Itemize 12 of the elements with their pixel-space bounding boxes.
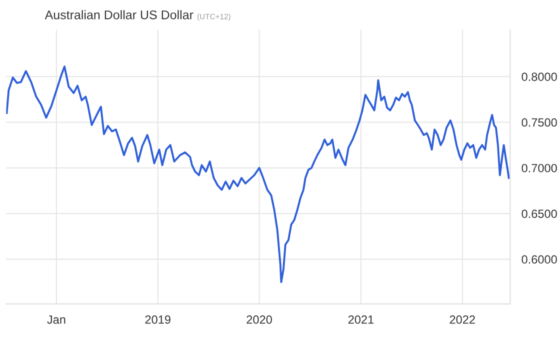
y-tick-label: 0.8000 [522,72,557,81]
y-tick-label: 0.7000 [522,164,557,172]
x-tick-label: 2019 [145,315,170,324]
y-tick-label: 0.6500 [522,210,557,218]
x-tick-label: 2020 [246,315,272,324]
x-tick-label: 2021 [348,315,374,324]
y-tick-label: 0.7500 [522,118,557,127]
x-tick-label: 2022 [450,315,475,324]
line-series [6,66,510,284]
y-tick-label: 0.6000 [522,255,557,264]
x-tick-label: Jan [47,316,66,324]
chart-title: Australian Dollar US Dollar [44,10,194,20]
